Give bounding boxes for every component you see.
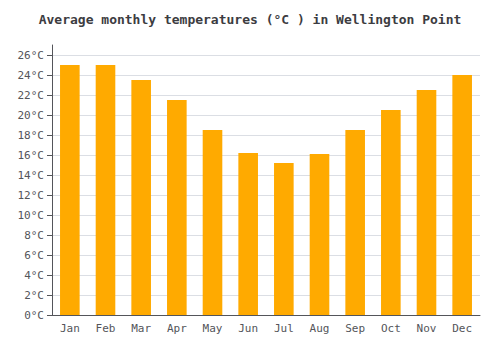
svg-text:24°C: 24°C: [18, 69, 45, 82]
svg-text:12°C: 12°C: [18, 189, 45, 202]
svg-text:18°C: 18°C: [18, 129, 45, 142]
svg-text:Mar: Mar: [131, 322, 151, 335]
svg-text:Oct: Oct: [381, 322, 401, 335]
svg-text:Nov: Nov: [417, 322, 437, 335]
svg-text:10°C: 10°C: [18, 209, 45, 222]
svg-text:6°C: 6°C: [24, 249, 44, 262]
svg-text:14°C: 14°C: [18, 169, 45, 182]
svg-text:Dec: Dec: [452, 322, 472, 335]
svg-text:20°C: 20°C: [18, 109, 45, 122]
svg-text:4°C: 4°C: [24, 269, 44, 282]
svg-text:2°C: 2°C: [24, 289, 44, 302]
svg-text:26°C: 26°C: [18, 49, 45, 62]
svg-text:8°C: 8°C: [24, 229, 44, 242]
svg-text:22°C: 22°C: [18, 89, 45, 102]
svg-text:Feb: Feb: [96, 322, 116, 335]
svg-text:Jan: Jan: [60, 322, 80, 335]
svg-text:0°C: 0°C: [24, 309, 44, 322]
svg-text:Jun: Jun: [238, 322, 258, 335]
svg-text:Jul: Jul: [274, 322, 294, 335]
svg-text:May: May: [203, 322, 223, 335]
svg-text:16°C: 16°C: [18, 149, 45, 162]
svg-text:Sep: Sep: [345, 322, 365, 335]
svg-text:Average monthly temperatures (: Average monthly temperatures (°C ) in We…: [39, 12, 462, 27]
svg-text:Aug: Aug: [310, 322, 330, 335]
svg-text:Apr: Apr: [167, 322, 187, 335]
